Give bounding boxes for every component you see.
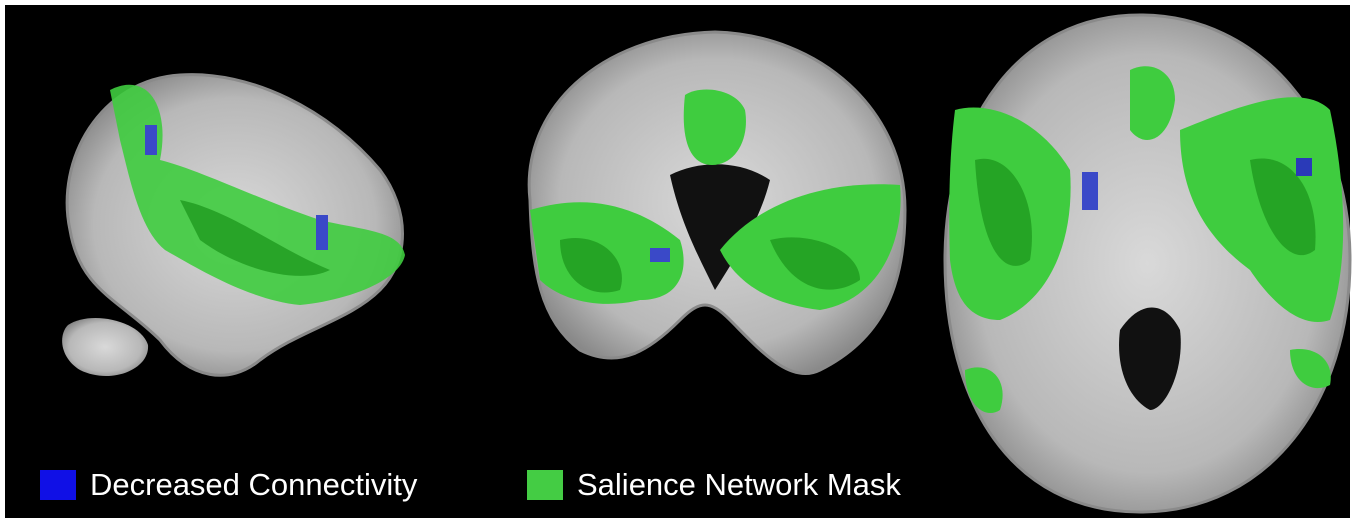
- legend-label: Decreased Connectivity: [90, 467, 418, 502]
- legend-swatch: [40, 470, 76, 500]
- legend-label: Salience Network Mask: [577, 467, 901, 502]
- axial-slice: [945, 15, 1350, 512]
- figure: Decreased Connectivity Salience Network M…: [0, 0, 1355, 523]
- page: {"legend": {"items": [ {"label": "Decrea…: [0, 0, 1355, 523]
- legend-swatch: [527, 470, 563, 500]
